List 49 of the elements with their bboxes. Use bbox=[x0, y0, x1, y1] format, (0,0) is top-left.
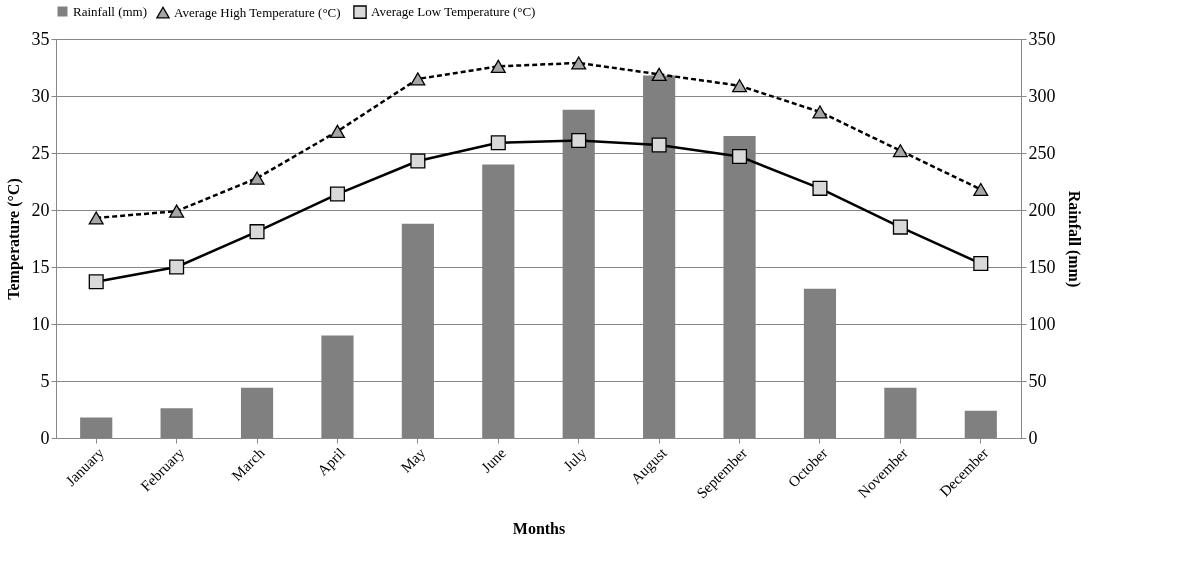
legend-label: Average High Temperature (°C) bbox=[174, 4, 341, 20]
y-tick-label: 5 bbox=[40, 370, 50, 391]
point bbox=[169, 204, 185, 218]
point bbox=[732, 79, 748, 93]
y2-tick-label: 50 bbox=[1028, 370, 1047, 391]
y-tick-label: 15 bbox=[31, 256, 50, 277]
point bbox=[973, 256, 989, 272]
legend-label: Rainfall (mm) bbox=[73, 3, 148, 19]
y-tick-label: 25 bbox=[31, 142, 50, 163]
point bbox=[571, 132, 587, 148]
legend-label: Average Low Temperature (°C) bbox=[371, 4, 536, 20]
point bbox=[329, 124, 345, 138]
point bbox=[88, 211, 104, 225]
point bbox=[410, 153, 426, 169]
y2-tick-label: 100 bbox=[1028, 313, 1056, 334]
point bbox=[329, 186, 345, 202]
x-tick-label: June bbox=[478, 444, 510, 476]
point bbox=[410, 72, 426, 86]
point bbox=[892, 219, 908, 235]
y-axis-title: Temperature (°C) bbox=[4, 178, 23, 300]
point bbox=[651, 137, 667, 153]
point bbox=[571, 56, 587, 70]
point bbox=[973, 182, 989, 197]
point bbox=[812, 180, 828, 196]
x-tick-label: May bbox=[397, 444, 429, 476]
y2-tick-label: 300 bbox=[1028, 85, 1056, 106]
y-tick-label: 10 bbox=[31, 313, 50, 334]
point bbox=[892, 144, 908, 158]
y2-tick-label: 350 bbox=[1028, 28, 1056, 49]
point bbox=[490, 59, 506, 73]
y-tick-label: 0 bbox=[40, 427, 50, 448]
y2-axis-title: Rainfall (mm) bbox=[1064, 190, 1083, 288]
point bbox=[490, 135, 506, 151]
y-tick-label: 20 bbox=[31, 199, 50, 220]
point bbox=[88, 274, 104, 290]
x-tick-label: July bbox=[560, 444, 590, 474]
point bbox=[249, 224, 265, 240]
point bbox=[169, 259, 185, 275]
x-axis-title: Months bbox=[512, 520, 566, 538]
y2-tick-label: 0 bbox=[1028, 427, 1038, 448]
y-tick-label: 30 bbox=[31, 85, 50, 106]
point bbox=[249, 171, 265, 185]
y2-tick-label: 200 bbox=[1028, 199, 1056, 220]
y2-tick-label: 150 bbox=[1028, 256, 1056, 277]
y2-tick-label: 250 bbox=[1028, 142, 1056, 163]
point bbox=[732, 148, 748, 164]
y-tick-label: 35 bbox=[31, 28, 50, 49]
point bbox=[651, 67, 667, 81]
point bbox=[812, 105, 828, 119]
